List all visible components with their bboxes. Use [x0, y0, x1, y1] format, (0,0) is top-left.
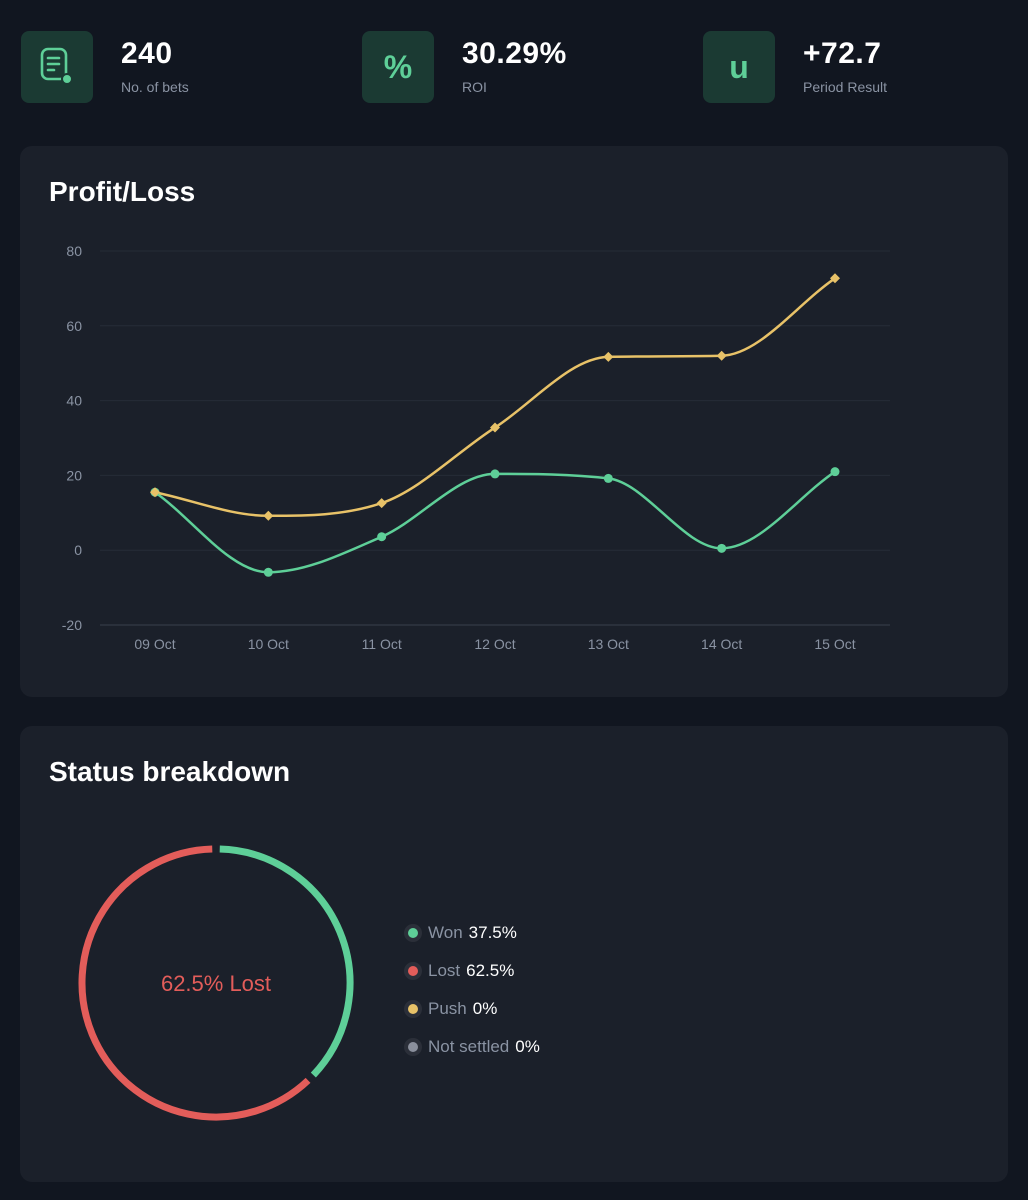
data-point[interactable]	[830, 273, 840, 284]
y-tick-label: 40	[66, 393, 82, 409]
data-point[interactable]	[150, 487, 160, 498]
data-point[interactable]	[490, 422, 500, 433]
x-tick-label: 15 Oct	[814, 636, 855, 652]
x-tick-label: 09 Oct	[134, 636, 175, 652]
status-breakdown-card: 62.5% Lost Status breakdown Won 37.5% Lost…	[20, 726, 1008, 1182]
y-tick-label: 0	[74, 542, 82, 558]
data-point[interactable]	[603, 473, 613, 483]
data-point[interactable]	[717, 543, 727, 553]
legend-value: 0%	[515, 1037, 540, 1056]
y-tick-label: 80	[66, 243, 82, 259]
legend-value: 62.5%	[466, 961, 515, 980]
stat-label: Period Result	[803, 79, 888, 95]
percent-icon: %	[362, 31, 434, 103]
status-donut-chart: 62.5% Lost	[78, 845, 354, 1121]
legend-item-lost[interactable]: Lost 62.5%	[408, 952, 540, 990]
card-title: Profit/Loss	[49, 176, 196, 207]
unit-icon: u	[703, 31, 775, 103]
profit-loss-chart: 80 60 40 20 0 -20 09 Oct 10 Oct 11 Oct 12 Oct 13 O…	[62, 243, 890, 652]
profit-loss-card: 80 60 40 20 0 -20 09 Oct 10 Oct 11 Oct 12 Oct 13 O…	[20, 146, 1008, 697]
x-tick-label: 14 Oct	[701, 636, 742, 652]
legend-dot-icon	[408, 928, 418, 938]
data-point[interactable]	[377, 532, 387, 542]
series-line	[154, 277, 836, 518]
stats-bar: 240 No. of bets % 30.29% ROI u +72.7 Per…	[0, 0, 1028, 130]
y-tick-label: -20	[62, 617, 82, 633]
data-point[interactable]	[263, 567, 273, 577]
x-tick-label: 11 Oct	[362, 636, 402, 652]
stat-label: ROI	[462, 79, 487, 95]
legend-item-push[interactable]: Push 0%	[408, 990, 540, 1028]
data-point[interactable]	[830, 467, 840, 477]
status-legend: Won 37.5% Lost 62.5% Push 0% Not settled 0%	[408, 914, 540, 1066]
legend-value: 37.5%	[468, 923, 517, 942]
stat-value: +72.7	[803, 37, 882, 70]
legend-label: Won	[428, 923, 463, 942]
data-point[interactable]	[263, 510, 274, 521]
card-title: Status breakdown	[49, 756, 291, 787]
x-tick-label: 10 Oct	[248, 636, 289, 652]
data-point[interactable]	[376, 498, 387, 509]
stat-value: 30.29%	[462, 37, 567, 70]
stat-label: No. of bets	[121, 79, 189, 95]
legend-label: Lost	[428, 961, 461, 980]
document-icon	[21, 31, 93, 103]
y-tick-label: 20	[66, 467, 82, 483]
legend-dot-icon	[408, 1004, 418, 1014]
donut-slice-won[interactable]	[219, 845, 354, 1078]
legend-label: Push	[428, 999, 467, 1018]
series-line	[154, 470, 836, 574]
data-point[interactable]	[716, 350, 727, 361]
legend-item-not-settled[interactable]: Not settled 0%	[408, 1028, 540, 1066]
x-tick-label: 12 Oct	[474, 636, 515, 652]
legend-label: Not settled	[428, 1037, 510, 1056]
donut-center-label: 62.5% Lost	[161, 971, 271, 996]
legend-value: 0%	[472, 999, 498, 1018]
data-point[interactable]	[490, 469, 500, 479]
donut-slice-lost[interactable]	[78, 845, 311, 1121]
stat-value: 240	[121, 37, 173, 70]
y-tick-label: 60	[66, 318, 82, 334]
x-tick-label: 13 Oct	[588, 636, 629, 652]
legend-dot-icon	[408, 966, 418, 976]
legend-dot-icon	[408, 1042, 418, 1052]
legend-item-won[interactable]: Won 37.5%	[408, 914, 540, 952]
data-point[interactable]	[603, 351, 614, 362]
